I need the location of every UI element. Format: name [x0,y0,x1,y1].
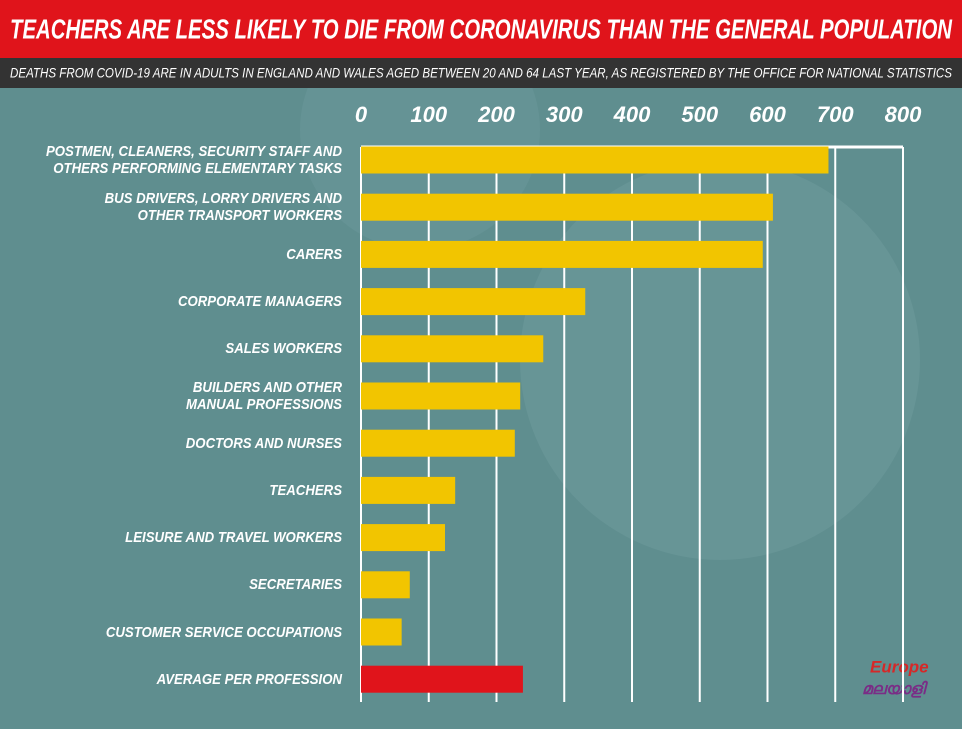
x-tick-label: 400 [613,102,651,127]
x-tick-label: 200 [477,102,515,127]
y-tick-label: SECRETARIES [249,576,342,594]
y-tick-label: BUILDERS AND OTHER MANUAL PROFESSIONS [186,379,342,413]
chart-title: TEACHERS ARE LESS LIKELY TO DIE FROM COR… [10,13,953,44]
y-tick-label: CARERS [286,245,342,263]
bar [361,429,515,457]
x-tick-label: 600 [749,102,786,127]
x-tick-label: 300 [546,102,583,127]
logo: മലയാളി [862,680,929,698]
y-tick-label: DOCTORS AND NURSES [185,434,342,452]
bar [361,571,410,599]
y-tick-label: POSTMEN, CLEANERS, SECURITY STAFF AND OT… [45,143,342,177]
x-tick-label: 0 [355,102,368,127]
y-tick-label: CUSTOMER SERVICE OCCUPATIONS [105,623,342,641]
bar [361,665,523,693]
y-tick-label: CORPORATE MANAGERS [177,293,342,311]
logo: Europe [870,657,929,676]
x-tick-label: 100 [410,102,447,127]
y-tick-label: SALES WORKERS [225,340,342,358]
chart-subtitle: DEATHS FROM COVID-19 ARE IN ADULTS IN EN… [10,65,953,81]
y-tick-label: BUS DRIVERS, LORRY DRIVERS AND OTHER TRA… [104,190,342,225]
bar [361,335,544,363]
bar [361,476,456,504]
bar [361,524,446,552]
bar [361,288,586,316]
y-tick-label: TEACHERS [269,481,342,499]
y-tick-label: AVERAGE PER PROFESSION [156,670,342,688]
x-tick-label: 500 [681,102,718,127]
bar [361,618,402,646]
x-tick-label: 800 [885,102,922,127]
bar [361,146,829,174]
bar [361,240,763,268]
y-tick-label: LEISURE AND TRAVEL WORKERS [125,529,342,547]
x-tick-label: 700 [817,102,854,127]
bar [361,382,521,410]
title-banner [0,0,962,58]
bar [361,193,773,221]
subtitle-banner [0,58,962,88]
